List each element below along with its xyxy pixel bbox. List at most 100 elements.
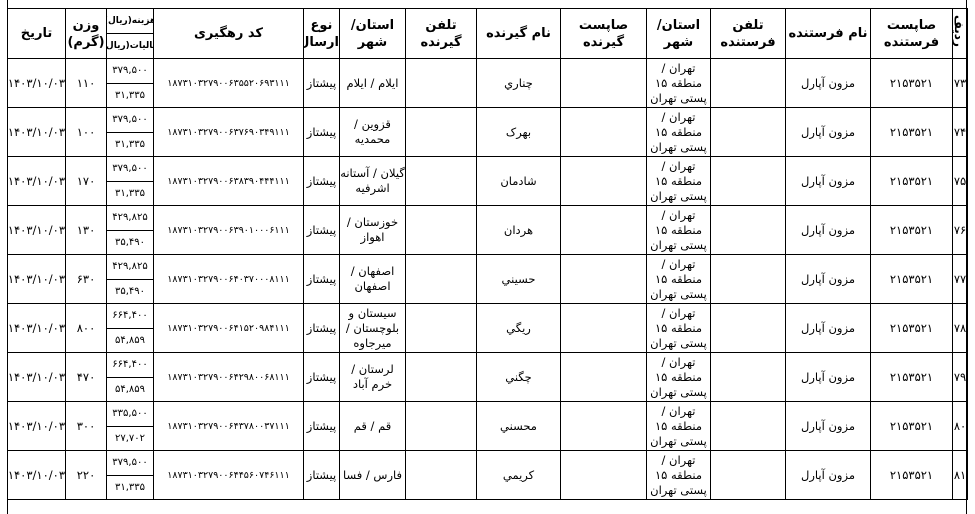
cell-weight: ۱۱۰ — [65, 58, 107, 108]
cell-row: ۷۵ — [952, 156, 968, 206]
cell-receiver-city: اصفهان / اصفهان — [339, 254, 406, 304]
cell-receiver-post — [560, 303, 647, 353]
cell-weight: ۱۰۰ — [65, 107, 107, 157]
cell-cost: ۳۷۹,۵۰۰ — [107, 452, 153, 476]
shipments-table: ردیف صاپست فرستنده نام فرستنده تلفن فرست… — [7, 8, 968, 500]
cell-tax: ۳۵,۴۹۰ — [114, 285, 146, 297]
table-row: ۸۰ ۲۱۵۳۵۲۱ مزون آپارل تهران / منطقه ۱۵ پستی… — [7, 401, 968, 451]
table-row: ۷۳ ۲۱۵۳۵۲۱ مزون آپارل تهران / منطقه ۱۵ پستی… — [7, 58, 968, 108]
cell-type: پیشتاز — [303, 156, 340, 206]
cell-sender-phone — [710, 58, 786, 108]
cell-row: ۷۹ — [952, 352, 968, 402]
cell-sender-name: مزون آپارل — [785, 254, 871, 304]
cell-type: پیشتاز — [303, 401, 340, 451]
cell-receiver-post — [560, 450, 647, 500]
cell-type: پیشتاز — [303, 254, 340, 304]
cell-sender-city: تهران / منطقه ۱۵ پستی تهران — [646, 107, 711, 157]
cell-sender-post: ۲۱۵۳۵۲۱ — [870, 303, 953, 353]
cell-sender-name: مزون آپارل — [785, 58, 871, 108]
cell-date: ۱۴۰۳/۱۰/۰۳ — [7, 205, 66, 255]
cell-date: ۱۴۰۳/۱۰/۰۳ — [7, 450, 66, 500]
cell-cost: ۳۳۵,۵۰۰ — [107, 403, 153, 427]
cell-type: پیشتاز — [303, 303, 340, 353]
cell-cost-tax: ۴۲۹,۸۲۵ ۳۵,۴۹۰ — [106, 205, 154, 255]
cell-receiver-name: كريمي — [476, 450, 561, 500]
cell-tax: ۳۱,۳۳۵ — [114, 138, 146, 150]
cell-weight: ۶۳۰ — [65, 254, 107, 304]
cell-receiver-city: گیلان / آستانه اشرفیه — [339, 156, 406, 206]
table-row: ۸۱ ۲۱۵۳۵۲۱ مزون آپارل تهران / منطقه ۱۵ پستی… — [7, 450, 968, 500]
cell-code: ۱۸۷۳۱۰۳۲۷۹۰۰۶۴۴۵۶۰۷۴۶۱۱۱ — [153, 450, 304, 500]
header-cost-tax: هزینه(ریال) مالیات(ریال) — [106, 8, 154, 59]
header-receiver-post: صاپست گیرنده — [560, 8, 647, 59]
cell-type: پیشتاز — [303, 107, 340, 157]
cell-sender-post: ۲۱۵۳۵۲۱ — [870, 205, 953, 255]
cell-sender-post: ۲۱۵۳۵۲۱ — [870, 58, 953, 108]
cell-weight: ۲۲۰ — [65, 450, 107, 500]
cell-tax: ۲۷,۷۰۲ — [114, 432, 146, 444]
header-sender-city: استان/ شهر — [646, 8, 711, 59]
cell-cost-tax: ۳۷۹,۵۰۰ ۳۱,۳۳۵ — [106, 107, 154, 157]
cell-tax: ۵۴,۸۵۹ — [114, 383, 146, 395]
cell-cost-tax: ۶۶۴,۴۰۰ ۵۴,۸۵۹ — [106, 352, 154, 402]
cell-sender-name: مزون آپارل — [785, 450, 871, 500]
cell-row: ۷۷ — [952, 254, 968, 304]
cell-sender-city: تهران / منطقه ۱۵ پستی تهران — [646, 450, 711, 500]
cell-date: ۱۴۰۳/۱۰/۰۳ — [7, 352, 66, 402]
cell-sender-phone — [710, 205, 786, 255]
cell-date: ۱۴۰۳/۱۰/۰۳ — [7, 58, 66, 108]
cell-receiver-city: فارس / فسا — [339, 450, 406, 500]
header-tax: مالیات(ریال) — [106, 40, 153, 51]
cell-receiver-name: چناري — [476, 58, 561, 108]
cell-row: ۷۴ — [952, 107, 968, 157]
cell-sender-name: مزون آپارل — [785, 352, 871, 402]
cell-sender-city: تهران / منطقه ۱۵ پستی تهران — [646, 156, 711, 206]
header-receiver-phone: تلفن گیرنده — [405, 8, 477, 59]
cell-receiver-name: ريگي — [476, 303, 561, 353]
cell-receiver-phone — [405, 450, 477, 500]
cell-receiver-city: لرستان / خرم آباد — [339, 352, 406, 402]
header-sender-name: نام فرستنده — [785, 8, 871, 59]
cell-sender-phone — [710, 254, 786, 304]
table-row: ۷۴ ۲۱۵۳۵۲۱ مزون آپارل تهران / منطقه ۱۵ پستی… — [7, 107, 968, 157]
cell-receiver-phone — [405, 156, 477, 206]
cell-cost: ۴۲۹,۸۲۵ — [107, 256, 153, 280]
cell-row: ۷۶ — [952, 205, 968, 255]
table-row: ۷۷ ۲۱۵۳۵۲۱ مزون آپارل تهران / منطقه ۱۵ پستی… — [7, 254, 968, 304]
cell-code: ۱۸۷۳۱۰۳۲۷۹۰۰۶۴۳۷۸۰۰۳۷۱۱۱ — [153, 401, 304, 451]
cell-weight: ۱۳۰ — [65, 205, 107, 255]
cell-sender-post: ۲۱۵۳۵۲۱ — [870, 254, 953, 304]
cell-row: ۷۸ — [952, 303, 968, 353]
cell-receiver-post — [560, 205, 647, 255]
cell-cost-tax: ۳۷۹,۵۰۰ ۳۱,۳۳۵ — [106, 450, 154, 500]
cell-receiver-phone — [405, 303, 477, 353]
cell-sender-name: مزون آپارل — [785, 303, 871, 353]
cell-sender-city: تهران / منطقه ۱۵ پستی تهران — [646, 352, 711, 402]
header-cost: هزینه(ریال) — [107, 10, 153, 34]
cell-receiver-name: هردان — [476, 205, 561, 255]
cell-cost-tax: ۴۲۹,۸۲۵ ۳۵,۴۹۰ — [106, 254, 154, 304]
cell-sender-city: تهران / منطقه ۱۵ پستی تهران — [646, 58, 711, 108]
cell-sender-phone — [710, 156, 786, 206]
header-sender-phone: تلفن فرستنده — [710, 8, 786, 59]
header-row: ردیف صاپست فرستنده نام فرستنده تلفن فرست… — [7, 8, 968, 59]
cell-receiver-city: سیستان و بلوچستان / میرجاوه — [339, 303, 406, 353]
table-row: ۷۸ ۲۱۵۳۵۲۱ مزون آپارل تهران / منطقه ۱۵ پستی… — [7, 303, 968, 353]
cell-tax: ۳۵,۴۹۰ — [114, 236, 146, 248]
cell-sender-city: تهران / منطقه ۱۵ پستی تهران — [646, 303, 711, 353]
header-code: کد رهگیری — [153, 8, 304, 59]
cell-row: ۷۳ — [952, 58, 968, 108]
cell-sender-phone — [710, 450, 786, 500]
cell-date: ۱۴۰۳/۱۰/۰۳ — [7, 303, 66, 353]
cell-type: پیشتاز — [303, 58, 340, 108]
cell-tax: ۳۱,۳۳۵ — [114, 187, 146, 199]
header-sender-post: صاپست فرستنده — [870, 8, 953, 59]
cell-tax: ۳۱,۳۳۵ — [114, 481, 146, 493]
cell-code: ۱۸۷۳۱۰۳۲۷۹۰۰۶۳۹۰۱۰۰۰۶۱۱۱ — [153, 205, 304, 255]
cell-cost: ۳۷۹,۵۰۰ — [107, 109, 153, 133]
cell-sender-phone — [710, 303, 786, 353]
cell-sender-name: مزون آپارل — [785, 401, 871, 451]
cell-date: ۱۴۰۳/۱۰/۰۳ — [7, 401, 66, 451]
cell-cost: ۶۶۴,۴۰۰ — [107, 305, 153, 329]
cell-code: ۱۸۷۳۱۰۳۲۷۹۰۰۶۴۱۵۲۰۹۸۴۱۱۱ — [153, 303, 304, 353]
